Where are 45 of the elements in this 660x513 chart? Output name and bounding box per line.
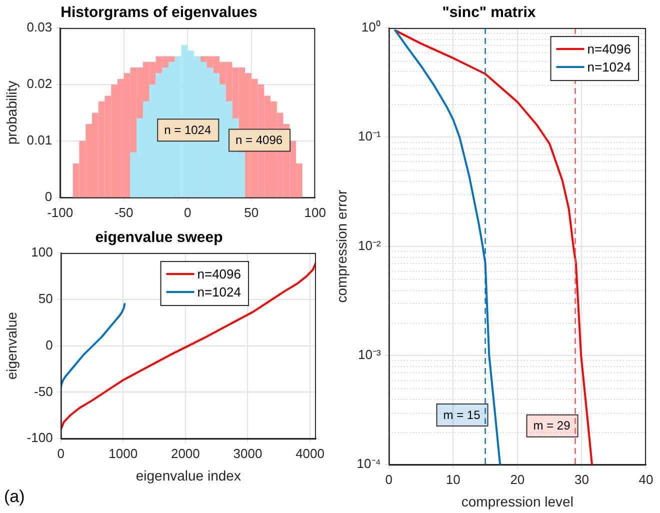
y-tick-label: 10⁰	[361, 20, 381, 35]
series-label: n = 1024	[164, 122, 212, 137]
y-tick-label: 10⁻¹	[358, 128, 382, 144]
chart-title: eigenvalue sweep	[95, 229, 223, 246]
y-tick-label: -100	[26, 430, 53, 446]
x-tick-label: 2000	[170, 446, 200, 461]
y-axis-title: eigenvalue	[3, 312, 20, 380]
chart-title: "sinc" matrix	[442, 4, 536, 22]
x-tick-label: 100	[304, 204, 326, 220]
series-label: n = 4096	[236, 133, 283, 148]
legend-label: n=1024	[587, 60, 632, 75]
ref-line-label: m = 29	[533, 418, 571, 433]
y-tick-label: -50	[34, 384, 53, 399]
y-tick-label: 0	[46, 337, 53, 352]
y-axis-title: compression error	[333, 190, 350, 303]
x-tick-label: 30	[574, 472, 589, 487]
x-tick-label: 20	[510, 472, 525, 487]
y-tick-label: 10⁻³	[358, 347, 382, 362]
x-tick-label: 0	[184, 204, 192, 220]
x-tick-label: 0	[57, 446, 64, 461]
y-tick-label: 100	[31, 244, 53, 260]
x-tick-label: 0	[385, 472, 392, 487]
y-tick-label: 0.01	[26, 132, 52, 148]
ref-line-label: m = 15	[443, 408, 481, 422]
x-tick-label: 1000	[108, 446, 138, 461]
y-tick-label: 10⁻²	[358, 238, 382, 253]
text: (a)	[3, 487, 26, 507]
x-tick-label: -50	[114, 204, 134, 220]
x-tick-label: 10	[446, 472, 460, 487]
y-tick-label: 0	[44, 188, 52, 204]
legend-label: n=1024	[197, 284, 242, 300]
x-tick-label: 3000	[233, 446, 262, 461]
x-tick-label: 40	[638, 472, 654, 487]
x-axis-title: compression level	[461, 493, 574, 510]
chart-title: Historgrams of eigenvalues	[60, 4, 258, 22]
legend-label: n=4096	[587, 42, 632, 57]
y-tick-label: 10⁻⁴	[356, 456, 381, 472]
y-tick-label: 0.02	[26, 76, 52, 92]
x-tick-label: 4000	[296, 446, 324, 461]
y-tick-label: 50	[38, 290, 53, 306]
y-tick-label: 0.03	[26, 20, 52, 35]
x-axis-title: eigenvalue index	[136, 467, 241, 484]
x-tick-label: 50	[244, 204, 259, 220]
legend-label: n=4096	[197, 266, 242, 282]
y-axis-title: probability	[3, 80, 20, 145]
